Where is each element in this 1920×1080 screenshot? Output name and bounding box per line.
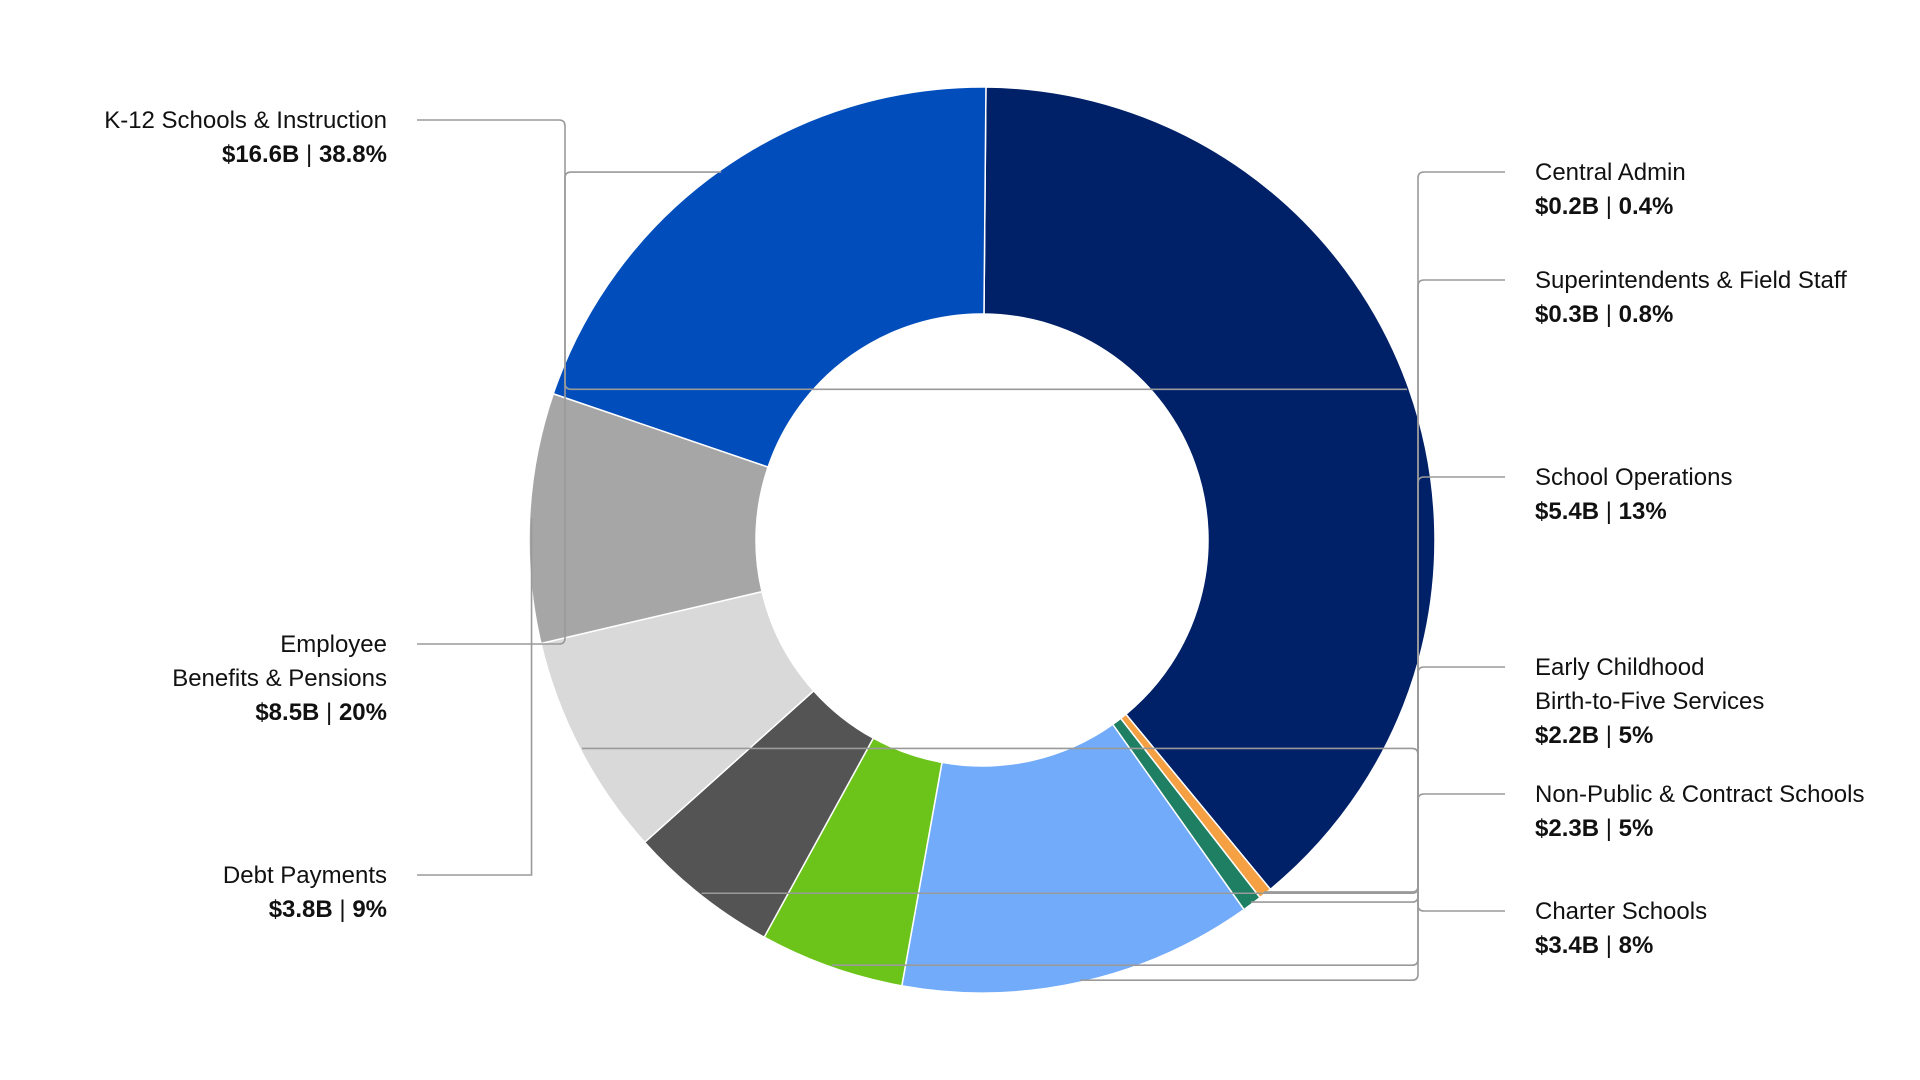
slice-label-text: Non-Public & Contract Schools (1535, 781, 1864, 808)
slice-value-label: $8.5B | 20% (255, 699, 387, 726)
label-school-operations: School Operations $5.4B | 13% (1535, 464, 1732, 525)
slice-label-text: Central Admin (1535, 159, 1686, 186)
slice-school-operations (900, 723, 1246, 994)
leader-line-charter-schools (582, 747, 1505, 912)
slice-value-label: $2.2B | 5% (1535, 722, 1653, 749)
slice-label-text: Early Childhood (1535, 654, 1704, 681)
leader-line-group (417, 119, 1505, 981)
slice-label-text: School Operations (1535, 464, 1732, 491)
leader-line-employee-benefits-and-pensions (417, 171, 722, 645)
label-superintendents-and-field-staff: Superintendents & Field Staff $0.3B | 0.8… (1535, 267, 1847, 328)
slice-value-label: $3.4B | 8% (1535, 932, 1653, 959)
slice-label-text: Benefits & Pensions (172, 665, 387, 692)
slice-label-text: Birth-to-Five Services (1535, 688, 1764, 715)
label-early-childhood-birth-to-five-services: Early Childhood Birth-to-Five Services $2.… (1535, 654, 1764, 749)
slice-label-text: Debt Payments (223, 862, 387, 889)
slice-value-label: $5.4B | 13% (1535, 498, 1667, 525)
label-central-admin: Central Admin $0.2B | 0.4% (1535, 159, 1686, 220)
slice-k-12-schools-and-instruction (983, 86, 1436, 891)
label-k-12-schools-and-instruction: K-12 Schools & Instruction $16.6B | 38.8% (104, 107, 387, 168)
slice-label-text: Superintendents & Field Staff (1535, 267, 1847, 294)
label-debt-payments: Debt Payments $3.8B | 9% (223, 862, 387, 923)
label-group: K-12 Schools & Instruction $16.6B | 38.8%… (104, 107, 1864, 959)
slice-value-label: $3.8B | 9% (269, 896, 387, 923)
slice-value-label: $0.2B | 0.4% (1535, 193, 1673, 220)
leader-line-debt-payments (417, 517, 533, 876)
label-employee-benefits-and-pensions: Employee Benefits & Pensions $8.5B | 20% (172, 631, 387, 726)
slice-label-text: Charter Schools (1535, 898, 1707, 925)
slice-label-text: K-12 Schools & Instruction (104, 107, 387, 134)
slice-value-label: $2.3B | 5% (1535, 815, 1653, 842)
slice-label-text: Employee (280, 631, 387, 658)
label-non-public-and-contract-schools: Non-Public & Contract Schools $2.3B | 5% (1535, 781, 1864, 842)
slice-value-label: $16.6B | 38.8% (222, 141, 387, 168)
slice-group (528, 86, 1436, 994)
slice-value-label: $0.3B | 0.8% (1535, 301, 1673, 328)
slice-employee-benefits-and-pensions (552, 86, 987, 468)
label-charter-schools: Charter Schools $3.4B | 8% (1535, 898, 1707, 959)
